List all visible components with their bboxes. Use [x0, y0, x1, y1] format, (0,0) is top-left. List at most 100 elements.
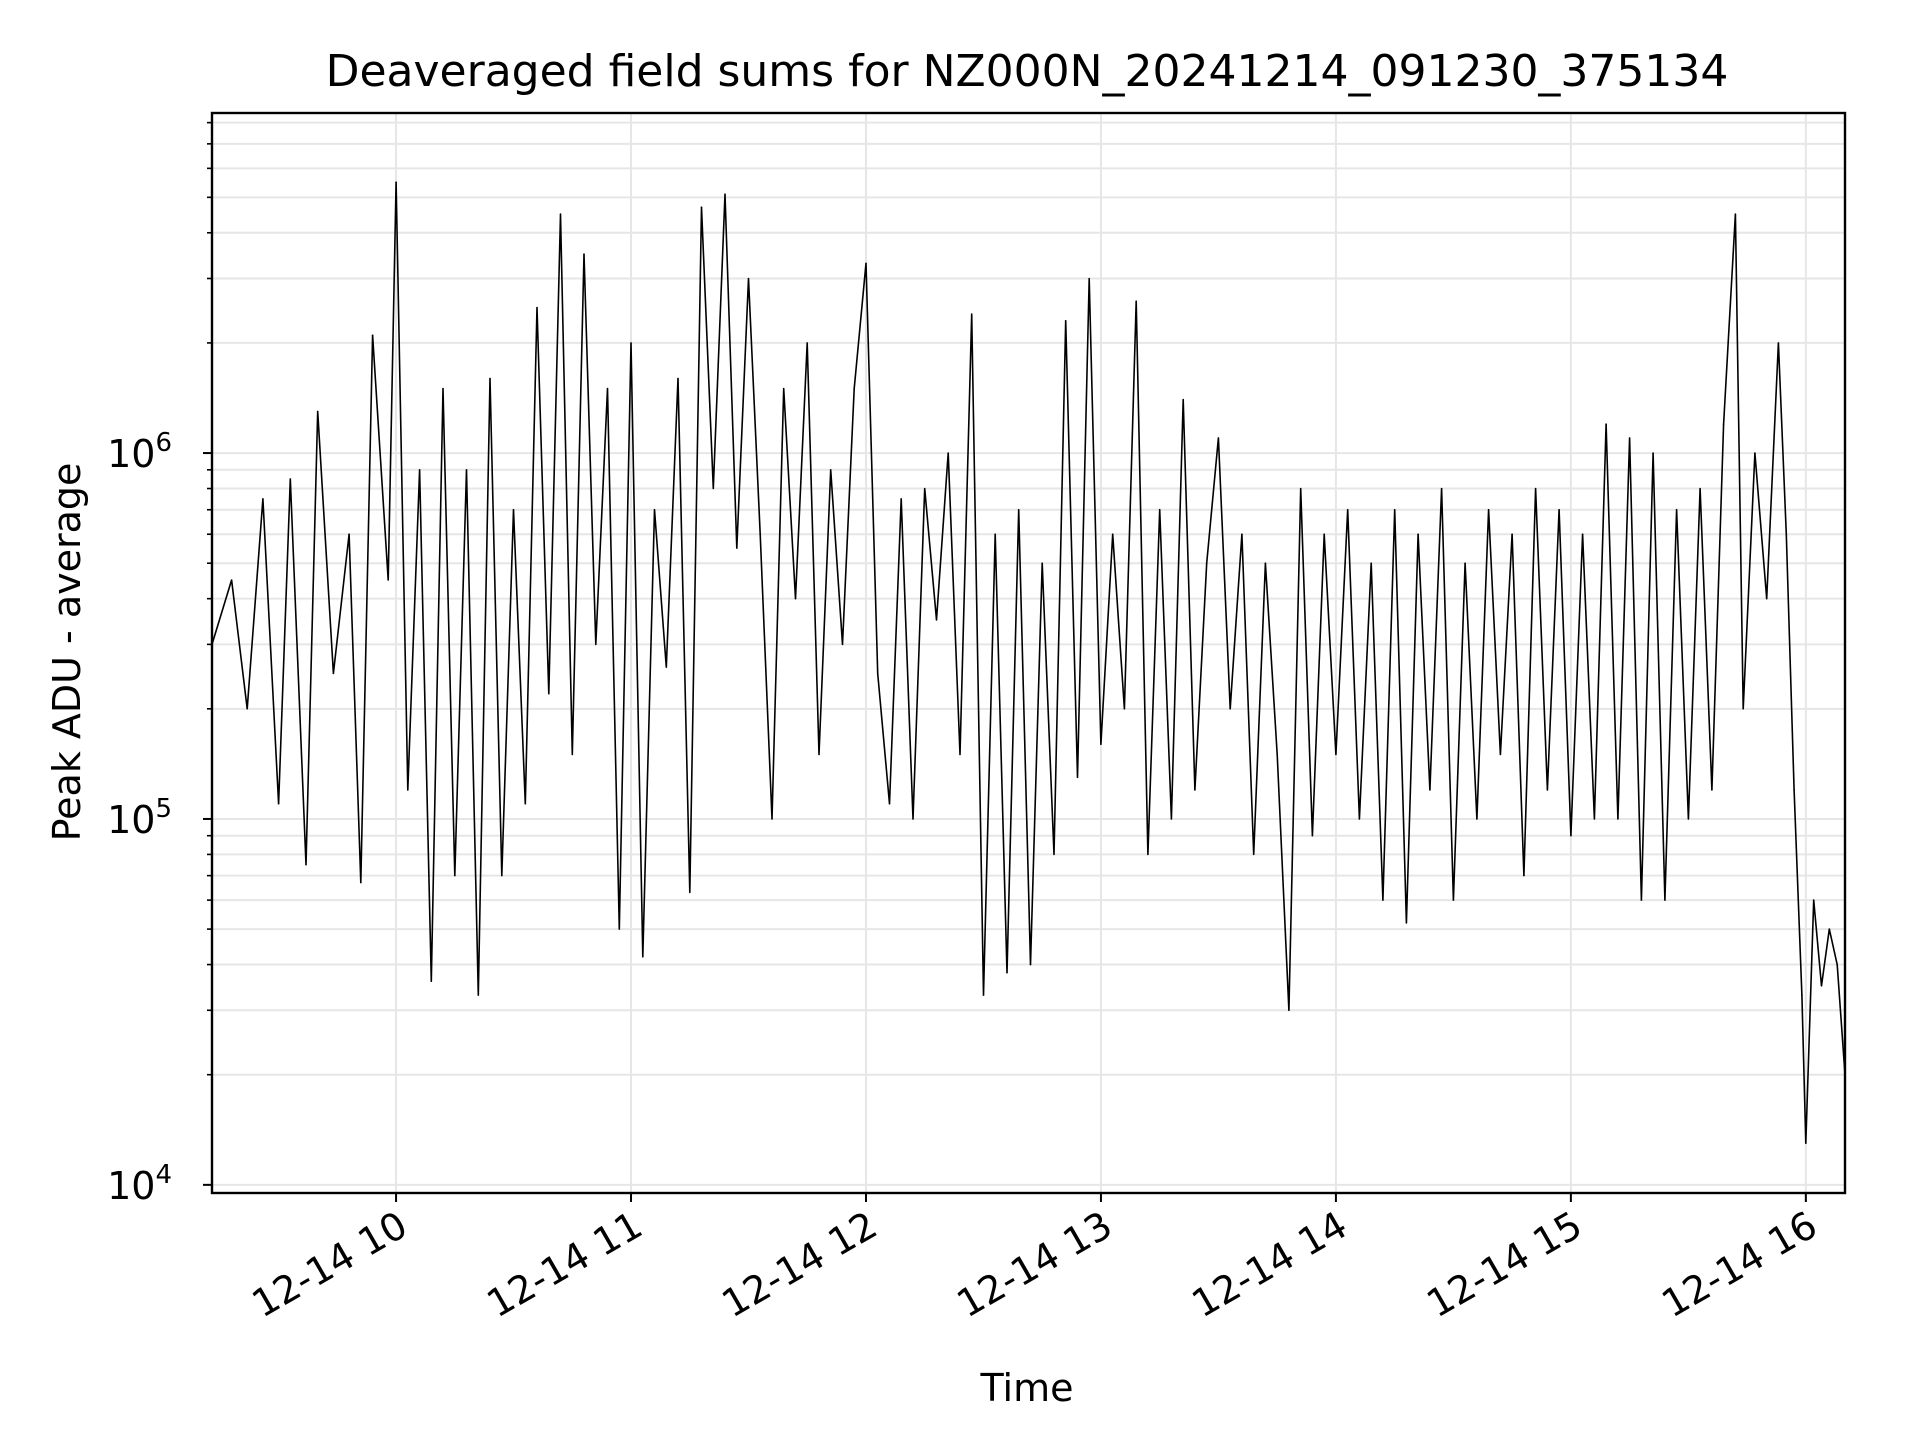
data-point [677, 377, 679, 380]
data-point [724, 193, 726, 195]
data-point [1323, 533, 1325, 535]
data-point [1820, 985, 1823, 987]
data-point [935, 619, 938, 621]
data-point [512, 508, 515, 511]
data-point [818, 753, 820, 756]
data-point [1581, 533, 1584, 535]
data-point [1711, 789, 1713, 791]
data-point [665, 666, 668, 668]
data-point [1006, 971, 1008, 974]
data-point [759, 533, 761, 535]
data-point [305, 863, 307, 866]
chart-title: Deaveraged field sums for NZ000N_2024121… [326, 46, 1729, 97]
data-point [982, 994, 985, 996]
data-point [1534, 487, 1537, 490]
data-point [1170, 818, 1173, 820]
data-point [1264, 562, 1267, 564]
data-point [1393, 508, 1396, 511]
data-point [454, 874, 456, 877]
data-point [970, 313, 973, 315]
data-point [1476, 818, 1478, 820]
data-point [1734, 213, 1737, 215]
data-point [642, 956, 644, 958]
data-point [794, 597, 797, 600]
data-point [387, 579, 390, 581]
data-point [1570, 834, 1572, 837]
data-point [923, 487, 926, 490]
data-point [1076, 776, 1079, 779]
data-point [246, 708, 248, 710]
data-point [1664, 899, 1666, 901]
data-point [606, 387, 609, 390]
plot-area [203, 111, 1847, 1202]
data-point [477, 994, 480, 996]
data-point [1593, 818, 1596, 820]
data-point [1801, 994, 1803, 996]
data-point [1687, 818, 1690, 820]
y-axis-label: Peak ADU - average [45, 463, 89, 842]
data-point [876, 672, 879, 675]
data-point [1523, 874, 1525, 877]
data-point [1252, 853, 1255, 856]
data-point [230, 579, 233, 581]
data-point [489, 377, 491, 380]
data-point [1158, 508, 1161, 511]
data-point [1194, 789, 1196, 791]
data-point [1812, 899, 1815, 901]
data-point [1546, 789, 1549, 791]
data-point [947, 452, 949, 454]
data-point [1135, 300, 1137, 303]
data-point [1217, 437, 1220, 439]
data-point [1405, 922, 1408, 924]
data-point [1765, 597, 1768, 600]
data-point [841, 643, 844, 646]
data-point [1640, 899, 1643, 901]
data-point [865, 262, 867, 265]
data-point [1605, 423, 1607, 425]
data-point [1370, 562, 1372, 564]
data-point [1487, 508, 1490, 511]
data-point [395, 181, 397, 183]
y-tick-exponent: 5 [155, 794, 172, 824]
data-point [853, 387, 855, 390]
data-point [1452, 899, 1455, 901]
data-point [1836, 963, 1838, 966]
data-point [771, 818, 773, 820]
data-point [1088, 277, 1090, 280]
data-point [1064, 319, 1067, 322]
data-point [712, 487, 715, 490]
data-point [583, 253, 585, 255]
data-point [418, 469, 421, 471]
data-point [277, 803, 280, 805]
data-point [1299, 487, 1302, 490]
data-point [360, 881, 362, 884]
data-point [630, 342, 632, 344]
data-point [1111, 533, 1114, 535]
data-point [1754, 452, 1756, 454]
data-point [700, 206, 703, 208]
data-point [1805, 1142, 1807, 1144]
data-point [653, 508, 656, 511]
data-point [618, 928, 621, 930]
data-point [806, 342, 808, 344]
data-point [1311, 834, 1314, 837]
data-point [1464, 562, 1466, 564]
data-point [1382, 899, 1384, 901]
data-point [1205, 562, 1208, 564]
data-point [548, 692, 550, 695]
data-point [595, 643, 597, 646]
data-point [1722, 423, 1725, 425]
data-point [829, 469, 832, 471]
data-point [1147, 853, 1149, 856]
data-point [332, 672, 335, 675]
data-point [430, 980, 433, 983]
data-point [262, 498, 264, 500]
data-point [1017, 508, 1020, 511]
data-point [1558, 508, 1560, 511]
data-point [316, 410, 319, 413]
data-point [1828, 928, 1831, 930]
data-point [689, 891, 691, 894]
data-point [465, 469, 468, 471]
data-point [1229, 708, 1231, 710]
